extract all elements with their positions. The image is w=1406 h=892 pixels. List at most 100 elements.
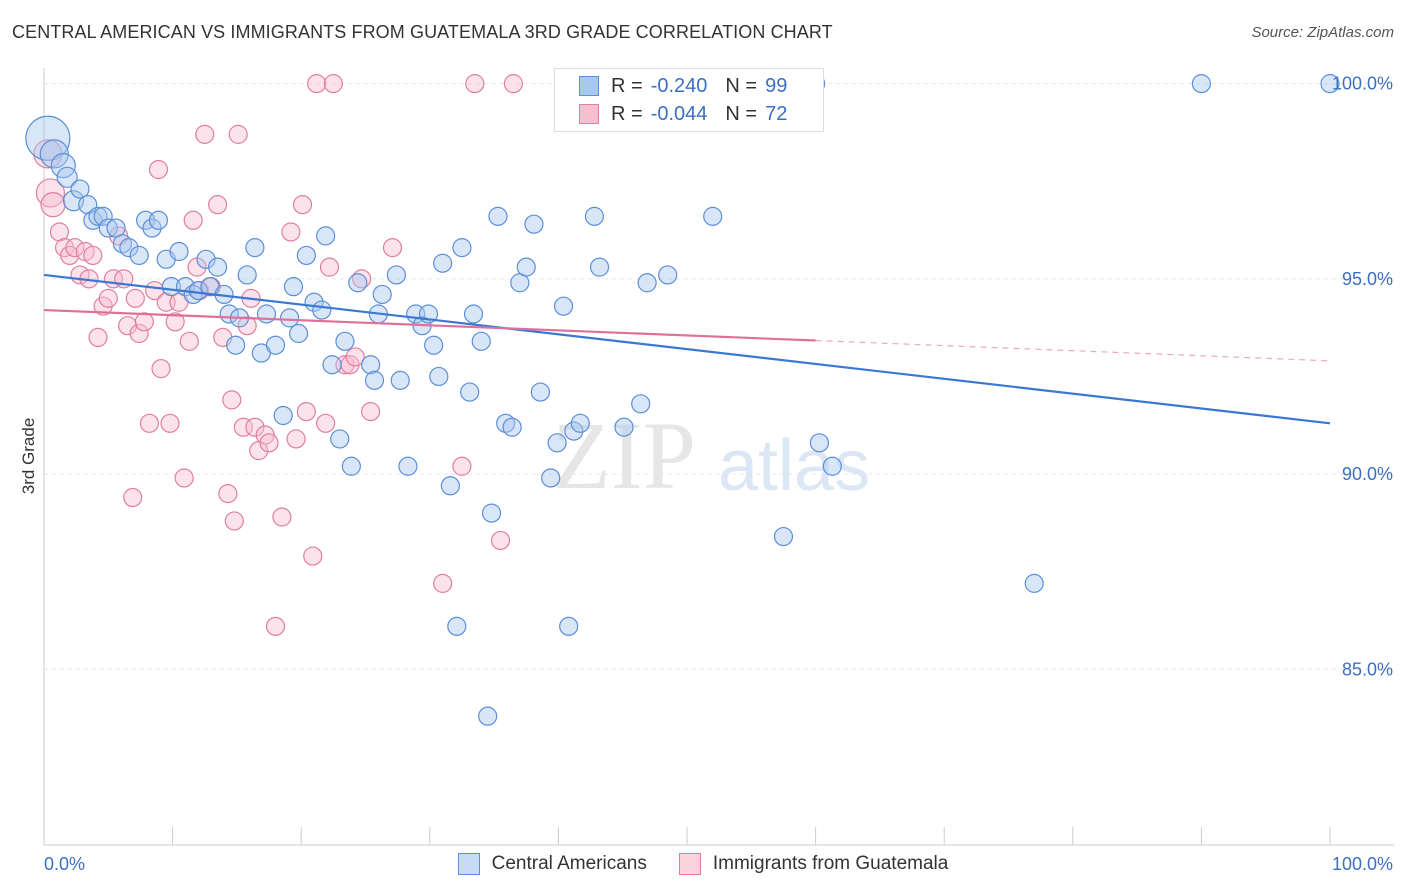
point-central-americans	[488, 206, 508, 226]
trend-line-immigrants-from-guatemala-extension	[815, 339, 1331, 362]
point-central-americans	[312, 300, 332, 320]
point-immigrants-from-guatemala	[259, 433, 279, 453]
point-central-americans	[39, 139, 69, 169]
point-immigrants-from-guatemala	[316, 413, 336, 433]
point-central-americans	[390, 370, 410, 390]
watermark-zip: ZIP	[552, 402, 696, 509]
point-central-americans	[614, 417, 634, 437]
point-immigrants-from-guatemala	[88, 327, 108, 348]
trend-lines	[43, 273, 1331, 425]
point-immigrants-from-guatemala	[237, 316, 257, 336]
point-immigrants-from-guatemala	[208, 195, 228, 215]
point-immigrants-from-guatemala	[218, 483, 238, 504]
trend-line-immigrants-from-guatemala	[43, 308, 816, 342]
y-tick-label: 95.0%	[1342, 269, 1393, 289]
point-central-americans	[463, 304, 484, 324]
series-legend-label: Immigrants from Guatemala	[712, 853, 949, 874]
point-central-americans	[364, 370, 385, 390]
point-central-americans	[584, 206, 605, 226]
legend-n-label: N =	[725, 74, 758, 97]
legend-r-label: R =	[611, 102, 643, 125]
point-immigrants-from-guatemala	[160, 413, 180, 433]
point-immigrants-from-guatemala	[83, 245, 103, 266]
point-immigrants-from-guatemala	[49, 222, 70, 242]
series-legend-swatch-blue	[457, 853, 480, 875]
point-central-americans	[348, 273, 368, 293]
point-central-americans	[386, 265, 406, 285]
point-central-americans	[809, 433, 830, 453]
point-immigrants-from-guatemala	[292, 195, 313, 215]
legend-swatch-blue	[579, 76, 599, 96]
point-immigrants-from-guatemala	[452, 456, 472, 476]
point-immigrants-from-guatemala	[490, 530, 511, 551]
point-central-americans	[658, 265, 678, 285]
point-central-americans	[335, 331, 355, 351]
point-central-americans	[471, 331, 491, 351]
legend-row-central-americans: R = -0.240 N = 99	[579, 73, 787, 99]
point-central-americans	[296, 245, 316, 266]
point-central-americans	[273, 405, 293, 426]
legend-swatch-pink	[579, 104, 599, 124]
point-central-americans	[481, 503, 502, 523]
point-immigrants-from-guatemala	[245, 417, 265, 437]
point-immigrants-from-guatemala	[129, 323, 149, 344]
point-central-americans	[129, 245, 149, 266]
point-immigrants-from-guatemala	[323, 74, 343, 94]
point-central-americans	[256, 304, 277, 324]
point-central-americans	[502, 417, 522, 437]
point-immigrants-from-guatemala	[303, 546, 323, 566]
point-central-americans	[637, 273, 657, 293]
point-immigrants-from-guatemala	[98, 288, 118, 308]
point-central-americans	[265, 335, 286, 355]
point-immigrants-from-guatemala	[40, 192, 66, 218]
point-central-americans	[516, 257, 536, 277]
point-immigrants-from-guatemala	[125, 288, 145, 308]
watermark: ZIP atlas	[552, 402, 870, 509]
point-central-americans	[429, 366, 449, 387]
point-immigrants-from-guatemala	[265, 616, 286, 636]
point-immigrants-from-guatemala	[224, 511, 244, 531]
point-central-americans	[589, 257, 610, 277]
point-central-americans	[208, 257, 228, 277]
point-central-americans	[1191, 74, 1212, 94]
point-central-americans	[25, 115, 71, 161]
point-central-americans	[822, 456, 842, 476]
series-central-americans	[25, 74, 1340, 726]
point-immigrants-from-guatemala	[139, 413, 160, 433]
point-central-americans	[226, 335, 246, 355]
point-central-americans	[283, 277, 304, 297]
point-immigrants-from-guatemala	[165, 312, 185, 332]
point-central-americans	[398, 456, 418, 476]
point-immigrants-from-guatemala	[272, 507, 292, 527]
point-central-americans	[196, 249, 216, 269]
point-central-americans	[703, 206, 723, 226]
point-central-americans	[70, 179, 90, 199]
point-immigrants-from-guatemala	[228, 124, 248, 144]
point-central-americans	[316, 226, 336, 246]
series-immigrants-from-guatemala	[33, 74, 523, 636]
y-tick-label: 100.0%	[1332, 74, 1393, 94]
point-immigrants-from-guatemala	[134, 312, 154, 332]
legend-r-value: -0.044	[650, 102, 708, 125]
legend-r-value: -0.240	[650, 74, 708, 97]
point-central-americans	[440, 476, 460, 496]
point-central-americans	[56, 166, 78, 188]
series-legend-swatch-pink	[678, 853, 701, 875]
point-immigrants-from-guatemala	[65, 238, 85, 258]
point-central-americans	[372, 284, 392, 305]
watermark-atlas: atlas	[718, 426, 870, 506]
legend-row-immigrants-from-guatemala: R = -0.044 N = 72	[579, 101, 787, 127]
point-central-americans	[478, 706, 498, 726]
point-central-americans	[564, 421, 584, 441]
point-immigrants-from-guatemala	[307, 74, 327, 94]
point-central-americans	[547, 433, 567, 453]
correlation-legend: R = -0.240 N = 99 R = -0.044 N = 72	[554, 68, 824, 132]
legend-n-label: N =	[725, 102, 758, 125]
point-immigrants-from-guatemala	[281, 222, 301, 242]
x-tick-label: 0.0%	[44, 854, 85, 874]
gridlines	[44, 83, 1394, 670]
point-central-americans	[93, 206, 113, 226]
point-central-americans	[142, 218, 162, 238]
point-central-americans	[361, 355, 381, 375]
